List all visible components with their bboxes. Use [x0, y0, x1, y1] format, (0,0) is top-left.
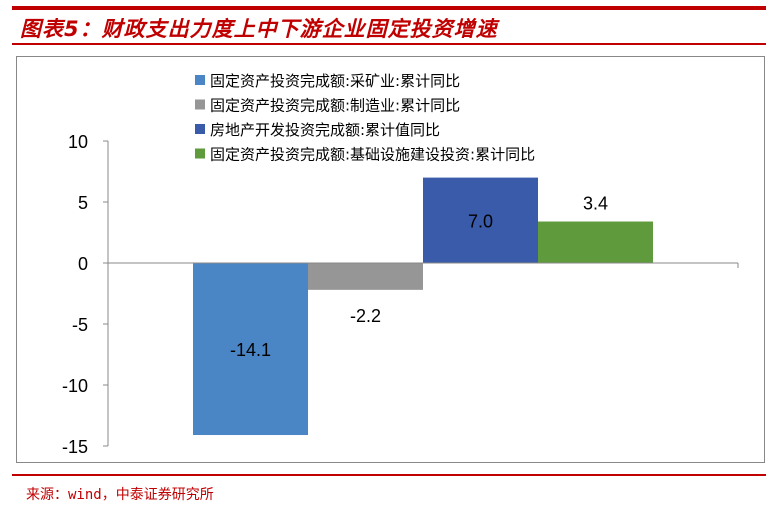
legend-label: 房地产开发投资完成额:累计值同比 [210, 121, 440, 139]
legend-label: 固定资产投资完成额:采矿业:累计同比 [210, 72, 460, 90]
source-note: 来源：wind，中泰证券研究所 [26, 487, 214, 503]
legend-label: 固定资产投资完成额:制造业:累计同比 [210, 97, 460, 115]
data-label: -2.2 [350, 306, 381, 326]
y-tick-label: -10 [62, 376, 88, 396]
footer-rule [12, 474, 766, 476]
chart-frame [16, 56, 765, 463]
legend-swatch [195, 124, 205, 134]
y-tick-label: -15 [62, 437, 88, 457]
bar [193, 263, 308, 436]
legend-swatch [195, 75, 205, 85]
data-label: -14.1 [230, 340, 271, 360]
bar [308, 263, 423, 290]
legend-swatch [195, 99, 205, 110]
top-accent-bar [12, 6, 766, 10]
y-tick-label: 0 [78, 254, 88, 274]
y-tick-label: -5 [72, 315, 88, 335]
figure-title: 图表5：财政支出力度上中下游企业固定投资增速 [20, 17, 498, 41]
data-label: 7.0 [468, 211, 493, 231]
y-tick-label: 5 [78, 193, 88, 213]
y-tick-label: 10 [68, 132, 88, 152]
legend-swatch [195, 148, 205, 159]
bar [423, 177, 538, 263]
legend-label: 固定资产投资完成额:基础设施建设投资:累计同比 [210, 146, 535, 164]
data-label: 3.4 [583, 194, 608, 214]
title-rule [12, 43, 766, 45]
bar [538, 221, 653, 263]
